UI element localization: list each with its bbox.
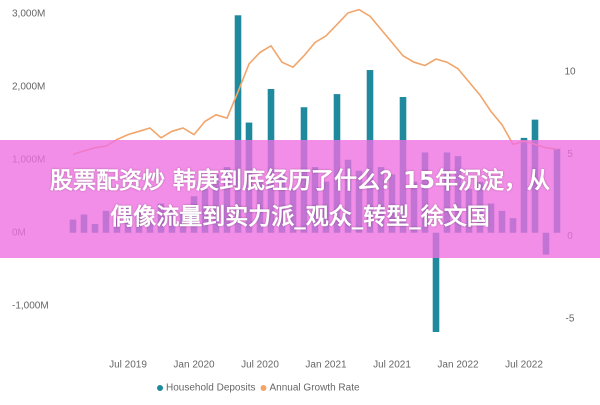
overlay-banner: 股票配资炒 韩庚到底经历了什么？15年沉淀，从 偶像流量到实力派_观众_转型_徐… [0,140,600,258]
legend-label: Household Deposits [166,383,256,394]
line [72,8,558,156]
x-tick-label: Jul 2019 [109,360,147,371]
y-tick-label: 2,000M [12,81,45,92]
bar [234,15,242,233]
x-tick-label: Jan 2021 [305,360,347,371]
y-tick-label: 3,000M [12,8,45,19]
bar [432,232,440,332]
y-tick-label: -1,000M [12,300,49,311]
legend-marker [157,385,163,391]
y2-tick-label: 10 [564,67,576,78]
legend-label: Annual Growth Rate [270,383,360,394]
x-tick-label: Jul 2020 [241,360,279,371]
legend-marker [260,385,267,391]
x-tick-label: Jul 2021 [373,360,411,371]
banner-line: 股票配资炒 韩庚到底经历了什么？15年沉淀，从 [49,168,550,194]
y2-tick-label: -5 [566,313,575,324]
x-tick-label: Jul 2022 [505,360,543,371]
x-tick-label: Jan 2020 [173,360,215,371]
banner-line: 偶像流量到实力派_观众_转型_徐文国 [110,204,490,230]
x-tick-label: Jan 2022 [437,360,479,371]
